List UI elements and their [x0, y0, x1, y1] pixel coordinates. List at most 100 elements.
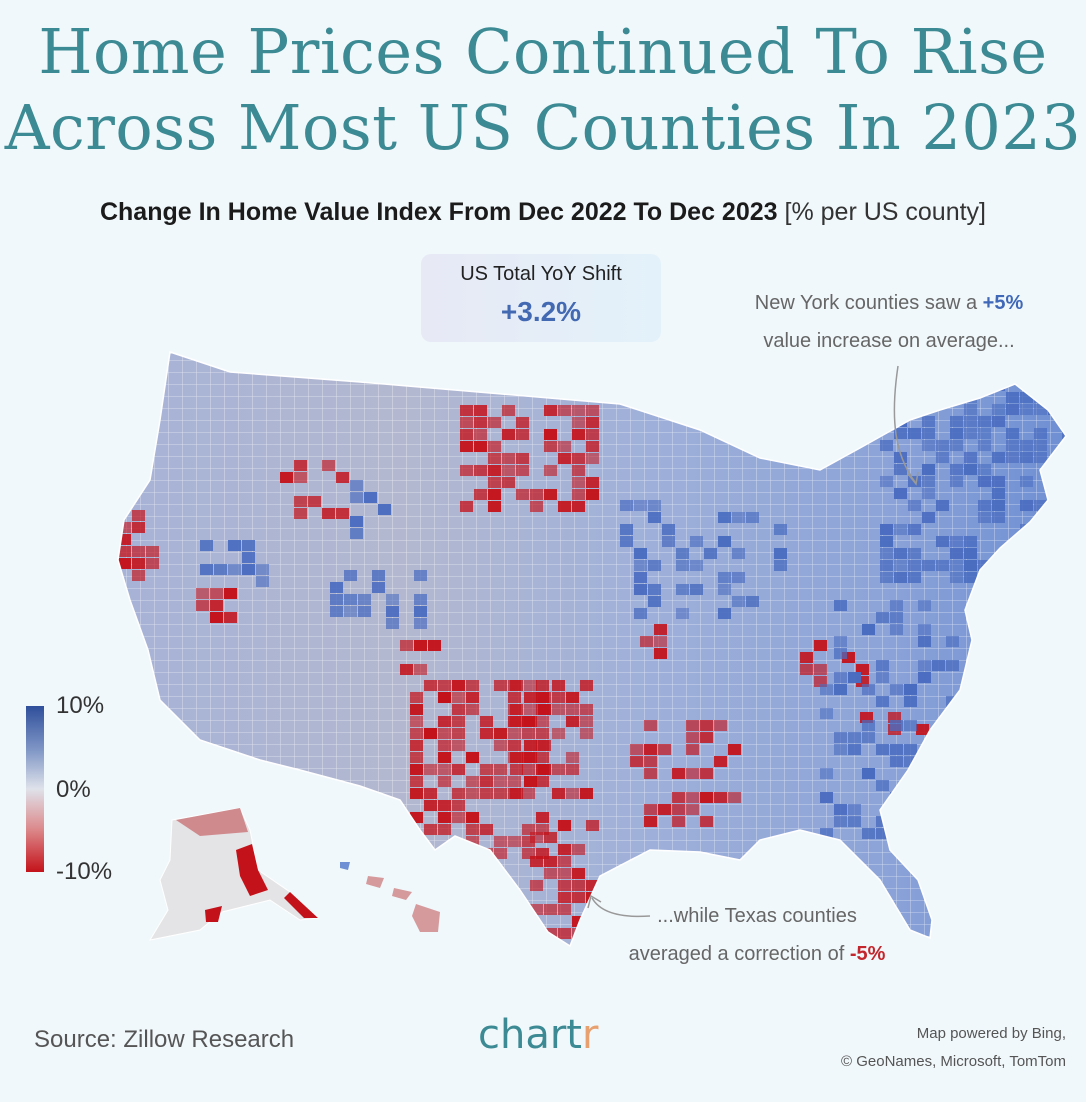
county-cell: [572, 417, 585, 428]
county-cell: [350, 528, 363, 539]
county-cell: [1062, 392, 1066, 403]
county-cell: [502, 429, 515, 440]
county-cell: [630, 756, 643, 767]
county-cell: [820, 708, 833, 719]
county-cell: [1006, 548, 1019, 559]
county-cell: [510, 680, 523, 691]
county-cell: [438, 716, 451, 727]
county-cell: [992, 416, 1005, 427]
county-cell: [658, 804, 671, 815]
hawaii: [340, 862, 440, 932]
tx-annotation: ...while Texas counties averaged a corre…: [612, 897, 902, 973]
county-cell: [728, 744, 741, 755]
county-cell: [1048, 500, 1061, 511]
county-cell: [530, 880, 543, 891]
county-cell: [516, 429, 529, 440]
county-cell: [452, 716, 465, 727]
county-cell: [880, 524, 893, 535]
county-cell: [572, 453, 585, 464]
county-cell: [344, 594, 357, 605]
county-cell: [438, 812, 451, 823]
county-cell: [502, 477, 515, 488]
county-cell: [904, 828, 917, 839]
county-cell: [964, 428, 977, 439]
county-cell: [686, 744, 699, 755]
county-cell: [1006, 440, 1019, 451]
county-cell: [634, 608, 647, 619]
county-cell: [586, 441, 599, 452]
page-title: Home Prices Continued To Rise Across Mos…: [0, 14, 1086, 166]
county-cell: [916, 724, 929, 735]
county-cell: [242, 552, 255, 563]
county-cell: [620, 536, 633, 547]
county-cell: [978, 440, 991, 451]
county-cell: [800, 664, 813, 675]
county-cell: [890, 756, 903, 767]
county-cell: [466, 692, 479, 703]
county-cell: [580, 788, 593, 799]
county-cell: [452, 812, 465, 823]
county-cell: [978, 476, 991, 487]
brand-main: chart: [478, 1012, 582, 1058]
credits-line-2: © GeoNames, Microsoft, TomTom: [841, 1053, 1066, 1070]
county-cell: [880, 560, 893, 571]
county-cell: [834, 816, 847, 827]
county-cell: [552, 680, 565, 691]
county-cell: [834, 672, 847, 683]
county-cell: [1034, 560, 1047, 571]
county-cell: [862, 768, 875, 779]
county-cell: [992, 488, 1005, 499]
county-cell: [572, 880, 585, 891]
county-cell: [228, 540, 241, 551]
county-cell: [890, 600, 903, 611]
county-cell: [728, 792, 741, 803]
county-cell: [538, 740, 551, 751]
county-cell: [880, 572, 893, 583]
county-cell: [242, 564, 255, 575]
county-cell: [834, 600, 847, 611]
county-cell: [676, 584, 689, 595]
title-line-2: Across Most US Counties In 2023: [4, 91, 1082, 164]
county-cell: [904, 684, 917, 695]
county-cell: [894, 404, 907, 415]
county-cell: [524, 680, 537, 691]
county-cell: [586, 429, 599, 440]
county-cell: [536, 728, 549, 739]
county-cell: [936, 392, 949, 403]
ny-annotation-value: +5%: [982, 292, 1024, 314]
county-cell: [530, 501, 543, 512]
county-cell: [132, 546, 145, 557]
county-cell: [862, 624, 875, 635]
county-cell: [414, 606, 427, 617]
county-cell: [522, 788, 535, 799]
county-cell: [820, 792, 833, 803]
county-cell: [566, 752, 579, 763]
county-cell: [474, 441, 487, 452]
county-cell: [904, 744, 917, 755]
county-cell: [510, 788, 523, 799]
county-cell: [544, 832, 557, 843]
county-cell: [530, 832, 543, 843]
county-cell: [890, 624, 903, 635]
county-cell: [946, 720, 959, 731]
county-cell: [630, 744, 643, 755]
county-cell: [196, 588, 209, 599]
county-cell: [558, 892, 571, 903]
county-cell: [410, 764, 423, 775]
county-cell: [894, 452, 907, 463]
county-cell: [992, 512, 1005, 523]
county-cell: [524, 692, 537, 703]
county-cell: [1062, 476, 1066, 487]
county-cell: [530, 856, 543, 867]
county-cell: [848, 672, 861, 683]
county-cell: [964, 452, 977, 463]
legend-top-label: 10%: [56, 692, 105, 719]
county-cell: [386, 594, 399, 605]
ny-annotation-text-1: New York counties saw a: [754, 292, 978, 314]
county-cell: [946, 792, 959, 803]
county-cell: [558, 904, 571, 915]
county-cell: [400, 640, 413, 651]
county-cell: [644, 744, 657, 755]
county-cell: [214, 564, 227, 575]
county-cell: [1020, 404, 1033, 415]
